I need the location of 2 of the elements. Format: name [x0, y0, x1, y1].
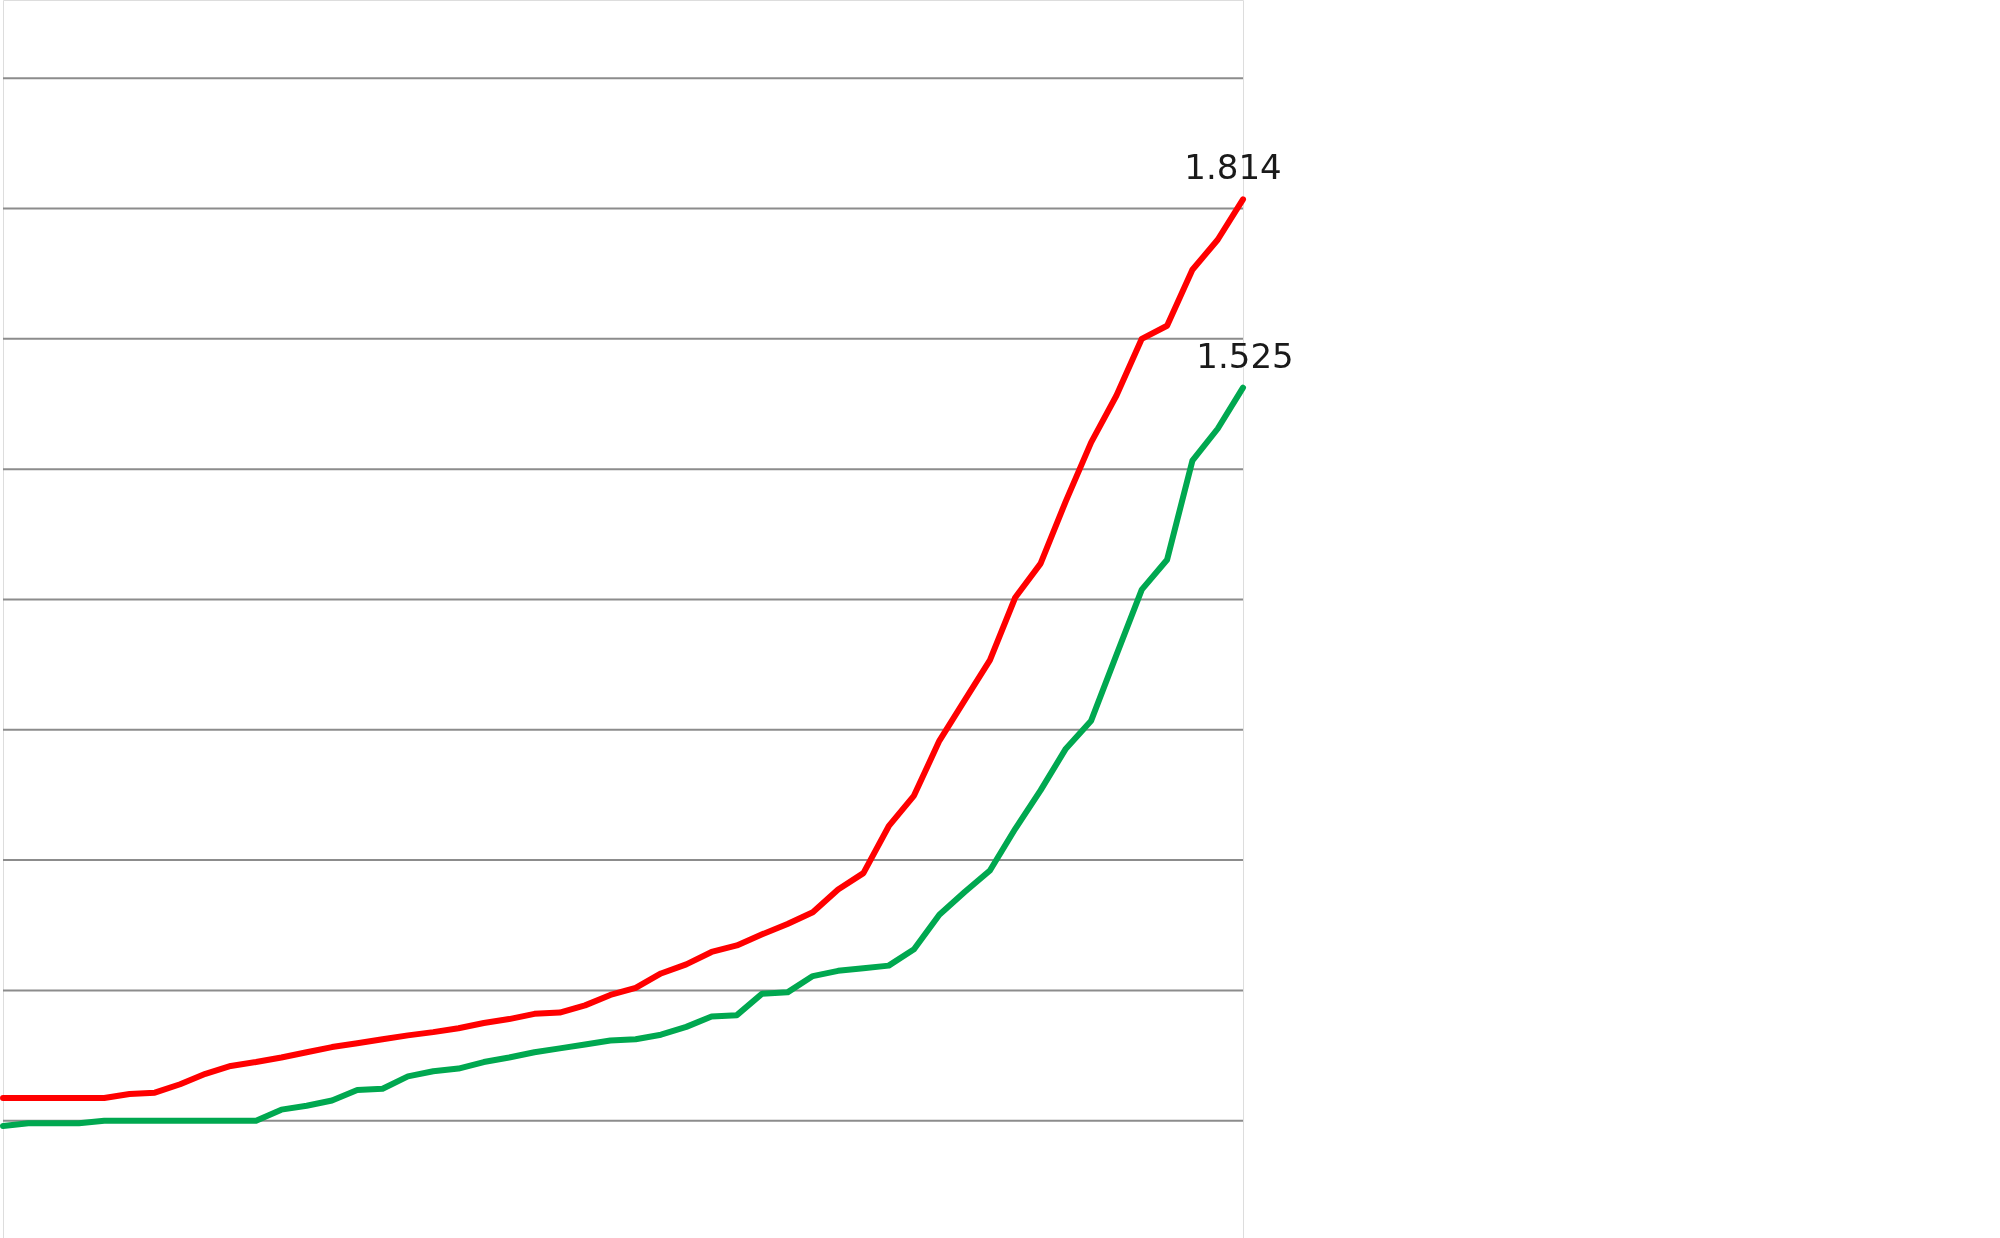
- data-label: 1.814: [1184, 147, 1282, 188]
- data-label: 1.525: [1196, 335, 1294, 376]
